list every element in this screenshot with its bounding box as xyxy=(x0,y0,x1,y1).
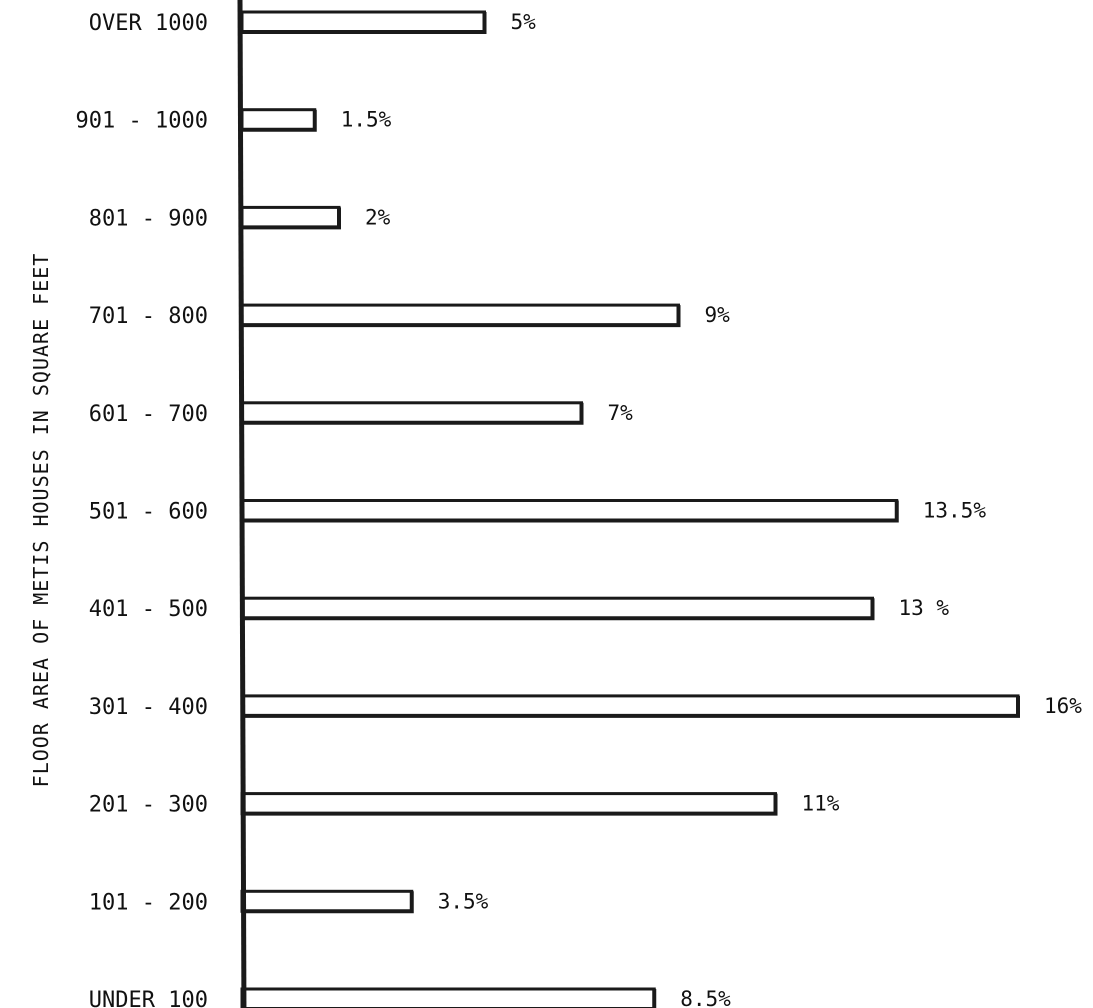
value-label-over-1000: 5% xyxy=(511,10,537,34)
bar-edge-401-500 xyxy=(242,598,875,621)
category-label-201-300: 201 - 300 xyxy=(89,793,208,818)
bar-edge-601-700 xyxy=(242,402,584,425)
category-label-under-100: UNDER 100 xyxy=(89,988,208,1008)
value-label-101-200: 3.5% xyxy=(438,889,489,913)
bar-601-700 xyxy=(240,401,583,425)
bar-901-1000 xyxy=(240,108,317,132)
value-label-under-100: 8.5% xyxy=(680,987,731,1008)
bar-201-300 xyxy=(240,792,777,816)
bar-over-1000 xyxy=(240,10,486,34)
bar-101-200 xyxy=(240,889,414,913)
bar-edge-101-200 xyxy=(242,891,414,914)
y-axis-title: FLOOR AREA OF METIS HOUSES IN SQUARE FEE… xyxy=(29,253,53,788)
bar-301-400 xyxy=(240,694,1020,718)
bar-edge-501-600 xyxy=(242,500,899,523)
value-label-501-600: 13.5% xyxy=(923,499,987,523)
category-label-901-1000: 901 - 1000 xyxy=(76,109,208,134)
bar-edge-801-900 xyxy=(242,207,341,230)
value-label-801-900: 2% xyxy=(365,205,391,229)
value-label-201-300: 11% xyxy=(802,792,840,816)
value-label-401-500: 13 % xyxy=(899,596,950,620)
category-label-101-200: 101 - 200 xyxy=(89,890,208,915)
bar-edge-301-400 xyxy=(242,695,1020,718)
bar-edge-over-1000 xyxy=(242,12,487,34)
bar-edge-901-1000 xyxy=(242,109,317,132)
bars-group: OVER 1000 5% 901 - 1000 1.5% 801 - 900 2% 701 … xyxy=(76,10,1082,1008)
bar-801-900 xyxy=(240,205,341,229)
value-label-301-400: 16% xyxy=(1044,694,1082,718)
category-label-601-700: 601 - 700 xyxy=(89,402,208,427)
y-axis-line xyxy=(237,0,247,1008)
bar-edge-under-100 xyxy=(242,989,657,1008)
value-label-701-800: 9% xyxy=(705,303,731,327)
category-label-401-500: 401 - 500 xyxy=(89,597,208,622)
value-label-601-700: 7% xyxy=(608,401,634,425)
category-label-501-600: 501 - 600 xyxy=(89,500,208,525)
bar-501-600 xyxy=(240,499,899,522)
bar-701-800 xyxy=(240,303,680,327)
value-label-901-1000: 1.5% xyxy=(341,108,392,132)
bar-under-100 xyxy=(240,987,656,1008)
bar-edge-201-300 xyxy=(242,793,778,816)
category-label-over-1000: OVER 1000 xyxy=(89,11,208,36)
category-label-801-900: 801 - 900 xyxy=(89,206,208,231)
bar-edge-701-800 xyxy=(242,305,681,328)
category-label-701-800: 701 - 800 xyxy=(89,304,208,329)
category-label-301-400: 301 - 400 xyxy=(89,695,208,720)
bar-401-500 xyxy=(240,596,874,620)
